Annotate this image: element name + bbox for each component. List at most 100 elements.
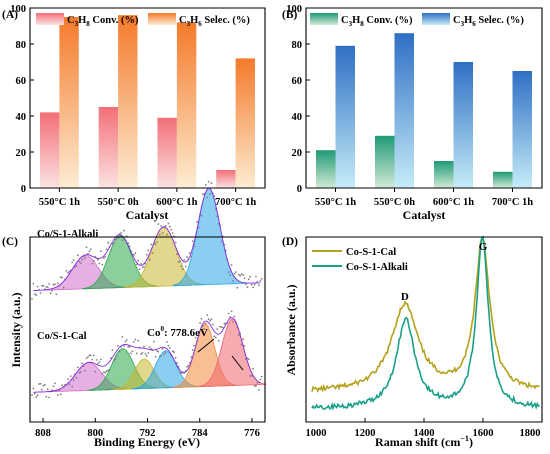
xps-point [59, 393, 62, 396]
xps-point [87, 356, 89, 358]
svg-text:C3H8 Conv. (%): C3H8 Conv. (%) [67, 15, 139, 28]
panel-b-frame [305, 7, 543, 189]
xps-point [249, 375, 252, 377]
xps-point [123, 229, 125, 232]
xps-point [123, 345, 125, 347]
raman-band-label: D [401, 291, 409, 303]
xps-point [71, 261, 74, 264]
xps-point [161, 347, 164, 350]
svg-text:C3H6 Selec. (%): C3H6 Selec. (%) [179, 15, 250, 28]
xps-point [249, 275, 252, 278]
xps-point [151, 252, 154, 255]
xps-point [157, 223, 160, 226]
xps-point [89, 248, 92, 251]
xps-point [233, 315, 236, 318]
panel-d-legend: Co-S-1-Cal Co-S-1-Alkali [312, 247, 408, 273]
xps-point [237, 334, 240, 336]
xps-point [141, 266, 144, 269]
xps-point [197, 226, 200, 229]
xps-point [138, 268, 141, 271]
xps-point [46, 286, 49, 289]
xps-point [115, 355, 118, 357]
xps-point [100, 250, 102, 253]
panel-c-frame [29, 236, 266, 423]
xps-point [97, 362, 99, 365]
xps-point [258, 284, 260, 287]
xps-point [259, 378, 262, 381]
xps-point [134, 252, 137, 255]
xps-point [85, 357, 88, 360]
xps-point [145, 253, 148, 256]
xps-point [232, 280, 234, 282]
svg-text:C3H8 Conv. (%): C3H8 Conv. (%) [341, 15, 413, 28]
xps-point [147, 352, 150, 354]
xps-point [256, 281, 259, 283]
xps-point [176, 253, 178, 256]
x-tick-label: 600°C 1h [433, 197, 474, 208]
xps-point [154, 355, 157, 358]
xps-point [166, 341, 168, 343]
xps-point [196, 221, 199, 223]
xps-point [179, 260, 181, 262]
xps-point [237, 273, 240, 276]
xps-point [88, 250, 91, 253]
xps-point [107, 241, 109, 244]
xps-point [247, 278, 250, 281]
xps-point [98, 262, 101, 265]
xps-point [260, 278, 263, 280]
xps-point [240, 343, 243, 346]
panel-c-label: (C) [2, 236, 18, 248]
xps-point [101, 263, 104, 266]
xps-point [168, 225, 171, 228]
xps-point [236, 286, 239, 289]
xps-point [148, 259, 151, 261]
xps-point [235, 271, 237, 273]
xps-point [36, 394, 39, 397]
xps-point [206, 314, 209, 316]
xps-point [164, 224, 167, 227]
xps-point [193, 245, 196, 248]
xps-point [69, 375, 72, 377]
xps-point [102, 257, 105, 259]
xps-point [124, 340, 127, 343]
xps-point [230, 310, 233, 313]
xps-point [135, 352, 138, 355]
xps-point [81, 362, 84, 365]
panel-a-chart: 550°C 1h 550°C 0h 600°C 1h 700°C 1h 0 20 40 60 8… [10, 4, 266, 222]
xps-point [186, 366, 189, 368]
xps-envelope-0 [33, 187, 261, 291]
xps-point [104, 371, 107, 374]
y-tick-label: 20 [292, 148, 303, 159]
xps-point [114, 239, 117, 241]
a-bar-conv-0 [40, 112, 60, 188]
xps-point [179, 371, 181, 374]
xps-point [112, 242, 115, 245]
xps-point [41, 285, 43, 287]
xps-point [49, 292, 52, 295]
panel-d-ylabel: Absorbance (a.u.) [284, 284, 298, 375]
xps-point [184, 265, 187, 268]
xps-point [253, 385, 256, 387]
xps-point [91, 358, 94, 361]
xps-point [230, 264, 233, 266]
xps-point [166, 233, 168, 236]
y-tick-label: 60 [292, 76, 303, 87]
xps-point [181, 268, 184, 271]
xps-point [59, 276, 62, 278]
xps-point [259, 279, 262, 282]
legend-swatch-selec [148, 13, 176, 25]
xps-point [243, 344, 246, 347]
x-tick-label: 1000 [306, 428, 327, 439]
xps-point [158, 355, 161, 358]
xps-point [36, 285, 39, 288]
xps-point [42, 384, 45, 387]
xps-point [108, 369, 111, 371]
panel-a-xlabel: Catalyst [126, 208, 169, 222]
panel-d-chart: D G 1000 1200 1400 1600 1800 Co-S-1-Cal Co-S-… [284, 235, 543, 449]
xps-point [200, 317, 203, 320]
xps-point [260, 375, 263, 378]
xps-point [31, 394, 33, 396]
xps-point [33, 293, 36, 295]
xps-point [42, 284, 45, 287]
xps-point [107, 369, 109, 372]
